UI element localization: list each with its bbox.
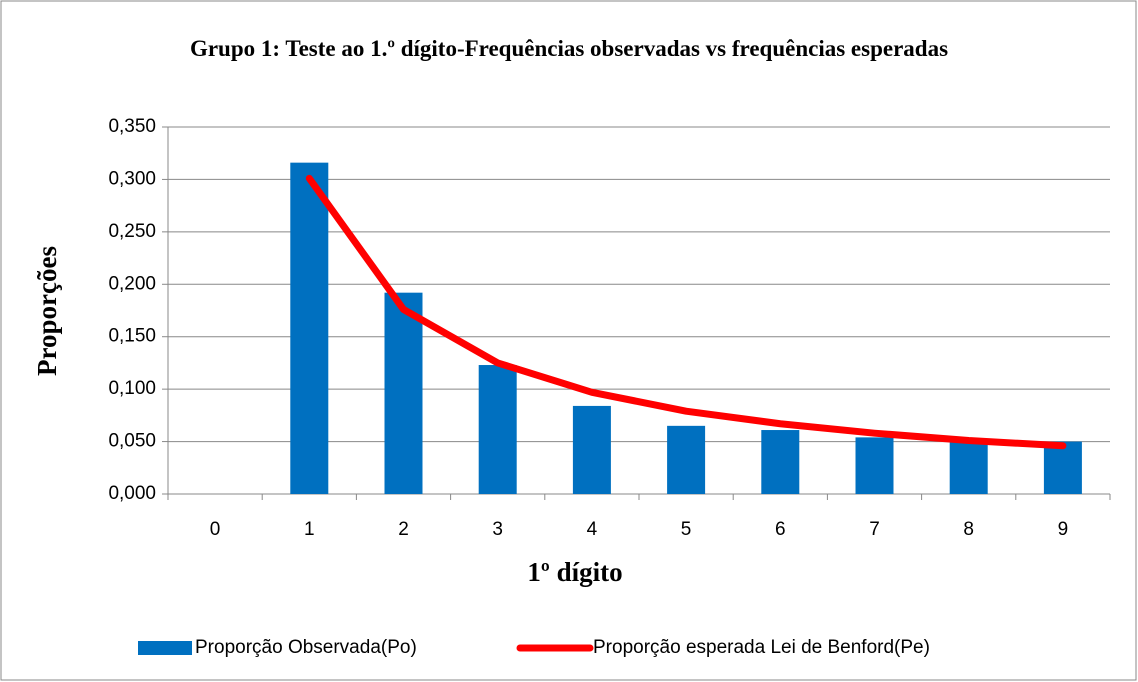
- y-tick-label: 0,350: [108, 116, 156, 137]
- legend-label: Proporção esperada Lei de Benford(Pe): [593, 637, 930, 658]
- x-tick-label: 0: [210, 519, 221, 540]
- y-tick-label: 0,250: [108, 221, 156, 242]
- bar: [949, 440, 988, 494]
- x-tick-label: 8: [963, 519, 974, 540]
- x-tick-label: 9: [1058, 519, 1069, 540]
- x-tick-label: 5: [681, 519, 692, 540]
- y-tick-label: 0,200: [108, 273, 156, 294]
- y-tick-label: 0,150: [108, 326, 156, 347]
- y-tick-label: 0,000: [108, 483, 156, 504]
- x-tick-label: 2: [398, 519, 409, 540]
- x-tick-label: 7: [869, 519, 880, 540]
- y-tick-label: 0,300: [108, 168, 156, 189]
- line: [305, 174, 1067, 450]
- bar: [478, 365, 517, 494]
- bar: [667, 425, 706, 494]
- bar: [290, 162, 329, 494]
- bar: [1043, 441, 1082, 494]
- chart-title: Grupo 1: Teste ao 1.º dígito-Frequências…: [189, 36, 949, 61]
- x-tick-label: 1: [304, 519, 315, 540]
- bar: [384, 292, 423, 494]
- legend-label: Proporção Observada(Po): [195, 637, 417, 658]
- x-tick-label: 3: [492, 519, 503, 540]
- y-tick-label: 0,050: [108, 431, 156, 452]
- x-tick-label: 4: [587, 519, 598, 540]
- bar: [855, 437, 894, 494]
- bar: [572, 405, 611, 494]
- x-axis-label: 1º dígito: [527, 557, 622, 587]
- x-tick-label: 6: [775, 519, 786, 540]
- legend-swatch: [138, 641, 192, 655]
- y-tick-label: 0,100: [108, 378, 156, 399]
- bar: [761, 430, 800, 494]
- y-axis-label: Proporções: [32, 246, 62, 376]
